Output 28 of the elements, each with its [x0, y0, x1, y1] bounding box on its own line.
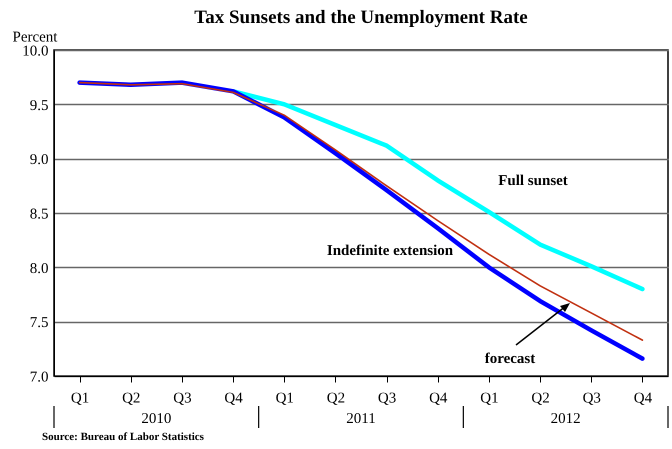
source-note: Source: Bureau of Labor Statistics — [42, 431, 205, 443]
x-tick-label: Q1 — [70, 390, 90, 406]
text: 2010 — [141, 411, 172, 427]
text: forecast — [484, 351, 536, 367]
x-tick-label: Q1 — [480, 390, 499, 406]
x-tick-label: Q4 — [634, 390, 653, 406]
chart-title: Tax Sunsets and the Unemployment Rate — [194, 7, 528, 28]
y-tick-label: 10.0 — [22, 44, 48, 60]
x-tick-label: Q1 — [276, 390, 294, 406]
x-tick-label: Q4 — [429, 390, 448, 406]
x-tick-label: Q2 — [326, 390, 346, 406]
y-tick-label: 8.5 — [30, 206, 48, 222]
series-label: Full sunset — [498, 173, 568, 189]
x-tick-label: Q2 — [122, 390, 140, 406]
text: 2011 — [346, 411, 376, 427]
y-tick-label: 8.0 — [30, 260, 48, 277]
series-label: Indefinite extension — [326, 243, 454, 259]
x-tick-label: Q4 — [224, 390, 244, 406]
x-tick-label: Q3 — [173, 390, 192, 406]
text: 2012 — [550, 411, 581, 427]
y-tick-label: 9.0 — [30, 152, 48, 168]
y-axis-title: Percent — [12, 30, 58, 46]
y-tick-label: 9.5 — [30, 98, 48, 114]
x-tick-label: Q2 — [531, 390, 550, 406]
y-tick-label: 7.5 — [30, 315, 48, 332]
x-tick-label: Q3 — [582, 390, 601, 406]
y-tick-label: 7.0 — [30, 370, 48, 386]
x-tick-label: Q3 — [378, 390, 396, 406]
